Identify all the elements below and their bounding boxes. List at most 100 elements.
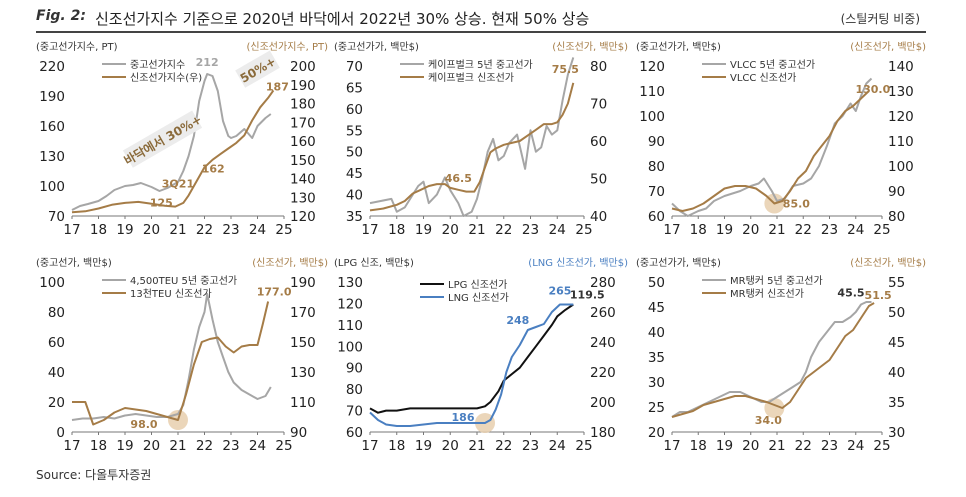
y-left-tick-label: 80 xyxy=(648,159,665,175)
series-line-2 xyxy=(369,303,574,427)
y-left-tick-label: 130 xyxy=(39,149,65,165)
y-right-tick-label: 110 xyxy=(290,395,316,411)
x-tick-label: 22 xyxy=(196,222,213,238)
y-right-tick-label: 40 xyxy=(888,365,905,381)
chart-panel-3: (중고선가가, 백만$) (신조선가, 백만$) 60 70 80 90 100 110 120… xyxy=(636,41,926,238)
y-left-tick-label: 60 xyxy=(48,335,65,351)
y-right-tick-label: 150 xyxy=(290,153,316,169)
y-right-tick-label: 30 xyxy=(888,425,905,441)
series-line-2 xyxy=(671,302,875,418)
right-axis-unit: (신조선가, 백만$) xyxy=(850,41,926,53)
y-left-tick-label: 160 xyxy=(39,119,65,135)
y-left-tick-label: 40 xyxy=(648,325,665,341)
series-line-1 xyxy=(71,293,272,421)
right-axis-unit: (LNG 신조선가, 백만$) xyxy=(528,257,628,269)
source-note: Source: 다올투자증권 xyxy=(36,468,152,482)
right-axis-unit: (신조선가지수, PT) xyxy=(247,41,329,53)
y-right-tick-label: 80 xyxy=(590,59,607,75)
y-left-tick-label: 100 xyxy=(639,109,665,125)
x-tick-label: 18 xyxy=(388,438,405,454)
y-left-tick-label: 70 xyxy=(346,404,363,420)
x-tick-label: 24 xyxy=(549,222,566,238)
x-tick-label: 18 xyxy=(690,438,707,454)
x-tick-label: 23 xyxy=(522,438,539,454)
data-label: 187 xyxy=(266,80,289,93)
y-right-tick-label: 220 xyxy=(590,365,616,381)
x-tick-label: 25 xyxy=(275,438,292,454)
title-rule xyxy=(36,31,926,33)
y-left-tick-label: 120 xyxy=(337,296,363,312)
callout-box xyxy=(235,50,280,88)
x-tick-label: 21 xyxy=(169,438,186,454)
left-axis-unit: (LPG 신조, 백만$) xyxy=(334,257,414,269)
x-tick-label: 19 xyxy=(415,438,432,454)
right-axis-unit: (신조선가, 백만$) xyxy=(552,41,628,53)
x-tick-label: 21 xyxy=(768,438,785,454)
figure-note: (스틸커팅 비중) xyxy=(840,12,920,26)
x-tick-label: 22 xyxy=(795,438,812,454)
y-left-tick-label: 80 xyxy=(48,305,65,321)
y-right-tick-label: 130 xyxy=(290,190,316,206)
series-line-1 xyxy=(71,73,272,211)
y-left-tick-label: 90 xyxy=(346,361,363,377)
left-axis-unit: (중고선가가, 백만$) xyxy=(334,41,419,53)
y-right-tick-label: 90 xyxy=(888,184,905,200)
y-left-tick-label: 20 xyxy=(648,425,665,441)
x-tick-label: 17 xyxy=(361,438,378,454)
series-line-2 xyxy=(369,82,575,212)
legend-label: 13천TEU 신조선가 xyxy=(130,288,212,300)
data-label: 265 xyxy=(548,285,571,298)
y-left-tick-label: 130 xyxy=(337,275,363,291)
legend-label: VLCC 신조선가 xyxy=(730,72,796,84)
y-right-tick-label: 180 xyxy=(290,97,316,113)
series-line-2 xyxy=(71,89,275,214)
data-label: 34.0 xyxy=(755,414,782,427)
x-tick-label: 17 xyxy=(63,222,80,238)
right-axis-unit: (신조선가, 백만$) xyxy=(252,257,328,269)
data-label: 125 xyxy=(150,197,173,210)
x-tick-label: 20 xyxy=(442,438,459,454)
x-tick-label: 25 xyxy=(873,222,890,238)
y-left-tick-label: 100 xyxy=(337,339,363,355)
y-left-tick-label: 70 xyxy=(648,184,665,200)
x-tick-label: 23 xyxy=(821,438,838,454)
data-label: 3Q21 xyxy=(162,178,194,191)
y-right-tick-label: 55 xyxy=(888,275,905,291)
y-right-tick-label: 260 xyxy=(590,305,616,321)
x-tick-label: 23 xyxy=(222,222,239,238)
y-left-tick-label: 65 xyxy=(346,80,363,96)
y-right-tick-label: 140 xyxy=(888,59,914,75)
y-left-tick-label: 35 xyxy=(648,350,665,366)
legend-label: 케이프벌크 5년 중고선가 xyxy=(428,59,533,71)
series-line-1 xyxy=(369,303,574,414)
y-right-tick-label: 60 xyxy=(590,134,607,150)
y-right-tick-label: 130 xyxy=(290,365,316,381)
y-left-tick-label: 45 xyxy=(346,166,363,182)
data-label: 248 xyxy=(506,314,529,327)
y-left-tick-label: 110 xyxy=(337,318,363,334)
y-right-tick-label: 280 xyxy=(590,275,616,291)
series-line-2 xyxy=(72,301,270,426)
x-tick-label: 18 xyxy=(90,438,107,454)
data-label: 85.0 xyxy=(783,198,810,211)
y-left-tick-label: 110 xyxy=(639,84,665,100)
chart-panel-4: (중고선가, 백만$) (신조선가, 백만$) 0 20 40 60 80 100 90 110 1… xyxy=(36,257,328,454)
y-right-tick-label: 35 xyxy=(888,395,905,411)
left-axis-unit: (중고선가가, 백만$) xyxy=(636,257,721,269)
y-left-tick-label: 30 xyxy=(648,375,665,391)
legend-label: 중고선가지수 xyxy=(130,59,185,71)
y-right-tick-label: 50 xyxy=(888,305,905,321)
x-tick-label: 18 xyxy=(690,222,707,238)
figure-title: 신조선가지수 기준으로 2020년 바닥에서 2022년 30% 상승. 현재 … xyxy=(95,10,590,28)
x-tick-label: 24 xyxy=(847,438,864,454)
x-tick-label: 20 xyxy=(742,222,759,238)
x-tick-label: 21 xyxy=(768,222,785,238)
chart-panel-1: (중고선가지수, PT) (신조선가지수, PT) 70 100 130 160 190 22… xyxy=(36,41,328,238)
data-label: 162 xyxy=(202,163,225,176)
x-tick-label: 22 xyxy=(495,438,512,454)
y-right-tick-label: 50 xyxy=(590,172,607,188)
y-left-tick-label: 20 xyxy=(48,395,65,411)
x-tick-label: 19 xyxy=(716,438,733,454)
x-tick-label: 24 xyxy=(847,222,864,238)
